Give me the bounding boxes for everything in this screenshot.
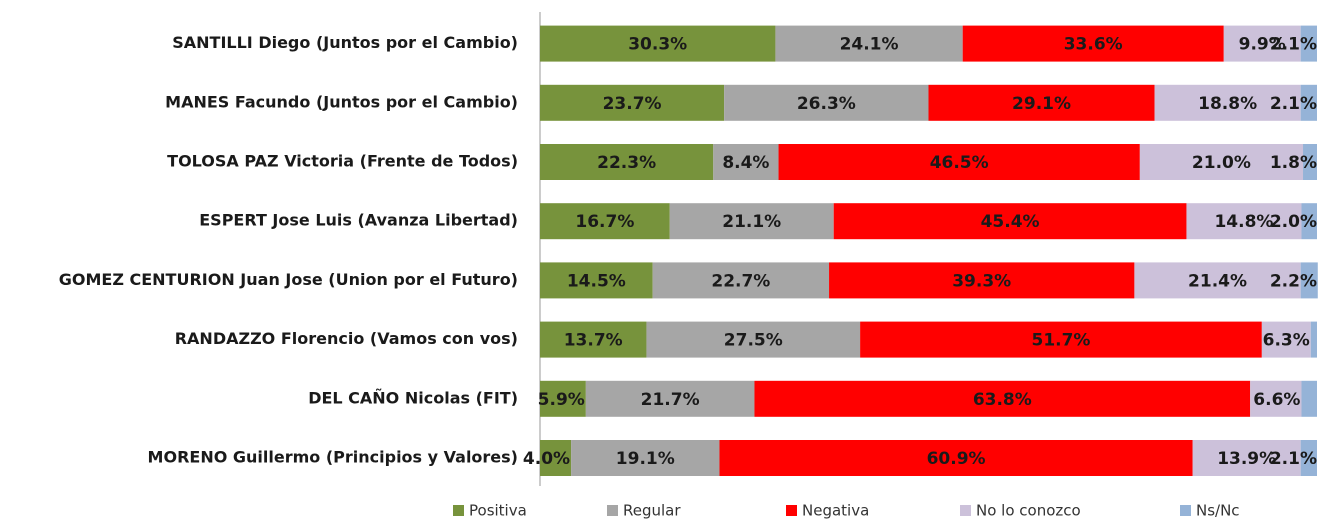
bar-segment bbox=[1303, 144, 1317, 180]
bar-segment bbox=[962, 25, 1224, 62]
legend-swatch bbox=[786, 505, 797, 516]
bar-segment bbox=[860, 321, 1262, 358]
bar-segment bbox=[1310, 321, 1317, 358]
bar-segment bbox=[719, 440, 1193, 476]
value-label: 21.0% bbox=[1192, 153, 1251, 173]
bar-segment bbox=[540, 144, 714, 180]
bar-segment bbox=[571, 440, 720, 476]
value-label: 21.7% bbox=[641, 390, 700, 410]
bar-segment bbox=[1261, 321, 1311, 358]
value-label: 24.1% bbox=[840, 35, 899, 55]
value-label: 2.1% bbox=[1270, 94, 1317, 114]
bar-segment bbox=[754, 380, 1251, 417]
bar-segment bbox=[829, 262, 1135, 299]
bar-segment bbox=[1134, 262, 1301, 299]
bar-segment bbox=[1301, 203, 1317, 240]
value-label: 21.4% bbox=[1188, 271, 1247, 291]
bar-segment bbox=[1250, 380, 1302, 417]
bar-segment bbox=[1223, 25, 1301, 62]
value-label: 4.0% bbox=[523, 449, 570, 469]
bar-segment bbox=[1192, 440, 1301, 476]
bar-segment bbox=[775, 25, 963, 62]
bar-segment bbox=[1139, 144, 1304, 180]
bar-segment bbox=[1301, 380, 1317, 417]
legend-swatch bbox=[453, 505, 464, 516]
bar-segment bbox=[540, 321, 647, 358]
bar-segment bbox=[540, 440, 572, 476]
category-label: SANTILLI Diego (Juntos por el Cambio) bbox=[172, 33, 518, 52]
value-label: 2.2% bbox=[1270, 271, 1317, 291]
legend-swatch bbox=[960, 505, 971, 516]
bar-segment bbox=[928, 84, 1155, 121]
legend-swatch bbox=[607, 505, 618, 516]
bar-segment bbox=[669, 203, 834, 240]
value-label: 5.9% bbox=[538, 390, 585, 410]
category-label: MORENO Guillermo (Principios y Valores) bbox=[148, 448, 518, 467]
value-label: 22.7% bbox=[711, 271, 770, 291]
bar-segment bbox=[1300, 84, 1317, 121]
bar-segment bbox=[646, 321, 861, 358]
bar-segment bbox=[713, 144, 779, 180]
category-label: DEL CAÑO Nicolas (FIT) bbox=[308, 388, 518, 407]
value-label: 18.8% bbox=[1198, 94, 1257, 114]
value-label: 27.5% bbox=[724, 331, 783, 351]
bar-segment bbox=[540, 203, 670, 240]
value-label: 6.6% bbox=[1253, 390, 1300, 410]
category-label: ESPERT Jose Luis (Avanza Libertad) bbox=[199, 211, 518, 230]
bar-segment bbox=[833, 203, 1187, 240]
value-label: 19.1% bbox=[616, 449, 675, 469]
bar-segment bbox=[1300, 25, 1317, 62]
legend-swatch bbox=[1180, 505, 1191, 516]
value-label: 22.3% bbox=[597, 153, 656, 173]
legend-label: Negativa bbox=[802, 502, 869, 520]
value-label: 14.5% bbox=[567, 271, 626, 291]
bar-segment bbox=[724, 84, 929, 121]
legend-label: Ns/Nc bbox=[1196, 502, 1240, 520]
value-label: 13.9% bbox=[1217, 449, 1276, 469]
value-label: 21.1% bbox=[722, 212, 781, 232]
value-label: 33.6% bbox=[1064, 35, 1123, 55]
value-label: 46.5% bbox=[930, 153, 989, 173]
bar-segment bbox=[540, 380, 586, 417]
value-label: 2.1% bbox=[1270, 35, 1317, 55]
legend-label: Regular bbox=[623, 502, 681, 520]
bar-segment bbox=[540, 262, 653, 299]
bar-segment bbox=[1300, 440, 1317, 476]
bar-segment bbox=[540, 84, 725, 121]
bar-segment bbox=[652, 262, 830, 299]
value-label: 14.8% bbox=[1214, 212, 1273, 232]
value-label: 60.9% bbox=[927, 449, 986, 469]
bar-segment bbox=[1186, 203, 1302, 240]
bar-segment bbox=[540, 25, 776, 62]
value-label: 6.3% bbox=[1263, 331, 1310, 351]
value-label: 9.9% bbox=[1239, 35, 1286, 55]
value-label: 13.7% bbox=[564, 331, 623, 351]
value-label: 63.8% bbox=[973, 390, 1032, 410]
category-label: GOMEZ CENTURION Juan Jose (Union por el … bbox=[59, 270, 518, 289]
value-label: 2.0% bbox=[1270, 212, 1317, 232]
value-label: 23.7% bbox=[603, 94, 662, 114]
value-label: 8.4% bbox=[722, 153, 769, 173]
value-label: 39.3% bbox=[952, 271, 1011, 291]
value-label: 51.7% bbox=[1031, 331, 1090, 351]
category-label: MANES Facundo (Juntos por el Cambio) bbox=[165, 92, 518, 111]
value-label: 26.3% bbox=[797, 94, 856, 114]
value-label: 16.7% bbox=[575, 212, 634, 232]
bar-segment bbox=[778, 144, 1140, 180]
legend-label: Positiva bbox=[469, 502, 527, 520]
bar-segment bbox=[1300, 262, 1318, 299]
bar-segment bbox=[585, 380, 755, 417]
value-label: 1.8% bbox=[1270, 153, 1317, 173]
value-label: 29.1% bbox=[1012, 94, 1071, 114]
value-label: 2.1% bbox=[1270, 449, 1317, 469]
category-label: RANDAZZO Florencio (Vamos con vos) bbox=[175, 329, 518, 348]
value-label: 30.3% bbox=[628, 35, 687, 55]
value-label: 45.4% bbox=[981, 212, 1040, 232]
legend-label: No lo conozco bbox=[976, 502, 1081, 520]
category-label: TOLOSA PAZ Victoria (Frente de Todos) bbox=[167, 152, 518, 171]
bar-segment bbox=[1154, 84, 1301, 121]
